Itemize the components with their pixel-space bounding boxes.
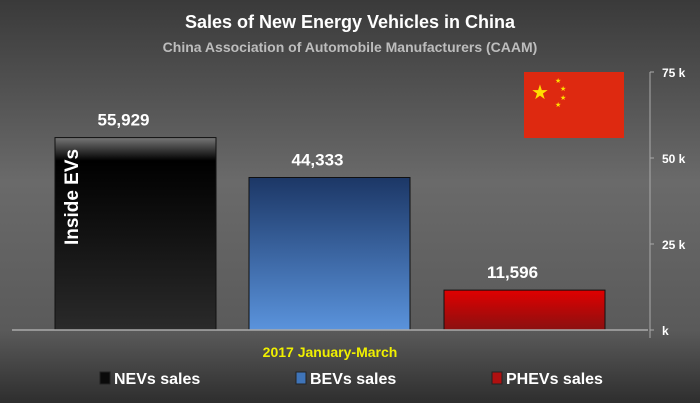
bar-bevs	[248, 176, 411, 331]
legend: NEVs sales BEVs sales PHEVs sales	[99, 371, 603, 388]
y-tick-label: k	[662, 324, 669, 338]
data-label: 44,333	[292, 150, 344, 169]
legend-item-label: PHEVs sales	[506, 371, 603, 388]
x-axis-label: 2017 January-March	[263, 344, 398, 360]
y-tick-label: 75 k	[662, 66, 686, 80]
watermark-inside-evs: Inside EVs	[62, 149, 83, 245]
y-tick-label: 50 k	[662, 152, 686, 166]
y-axis: k 25 k 50 k 75 k	[649, 66, 686, 338]
flag-small-star-icon: ★	[560, 85, 566, 93]
flag-big-star-icon: ★	[531, 82, 549, 104]
legend-swatch	[491, 371, 503, 385]
legend-item-label: BEVs sales	[310, 371, 396, 388]
bar-phevs	[443, 289, 606, 331]
legend-item-label: NEVs sales	[114, 371, 200, 388]
chart-title: Sales of New Energy Vehicles in China	[185, 12, 516, 32]
flag-small-star-icon: ★	[555, 101, 561, 109]
flag-field	[524, 72, 624, 138]
legend-swatch	[99, 371, 111, 385]
flag-small-star-icon: ★	[560, 94, 566, 102]
data-label: 55,929	[98, 111, 150, 130]
chart-subtitle: China Association of Automobile Manufact…	[163, 39, 538, 55]
china-flag: ★ ★ ★ ★ ★	[524, 72, 624, 138]
y-tick-label: 25 k	[662, 238, 686, 252]
legend-swatch	[295, 371, 307, 385]
data-label: 11,596	[487, 263, 538, 282]
flag-small-star-icon: ★	[555, 77, 561, 85]
bar-nevs	[54, 137, 217, 331]
bars: 55,929 44,333 11,596	[54, 111, 606, 331]
